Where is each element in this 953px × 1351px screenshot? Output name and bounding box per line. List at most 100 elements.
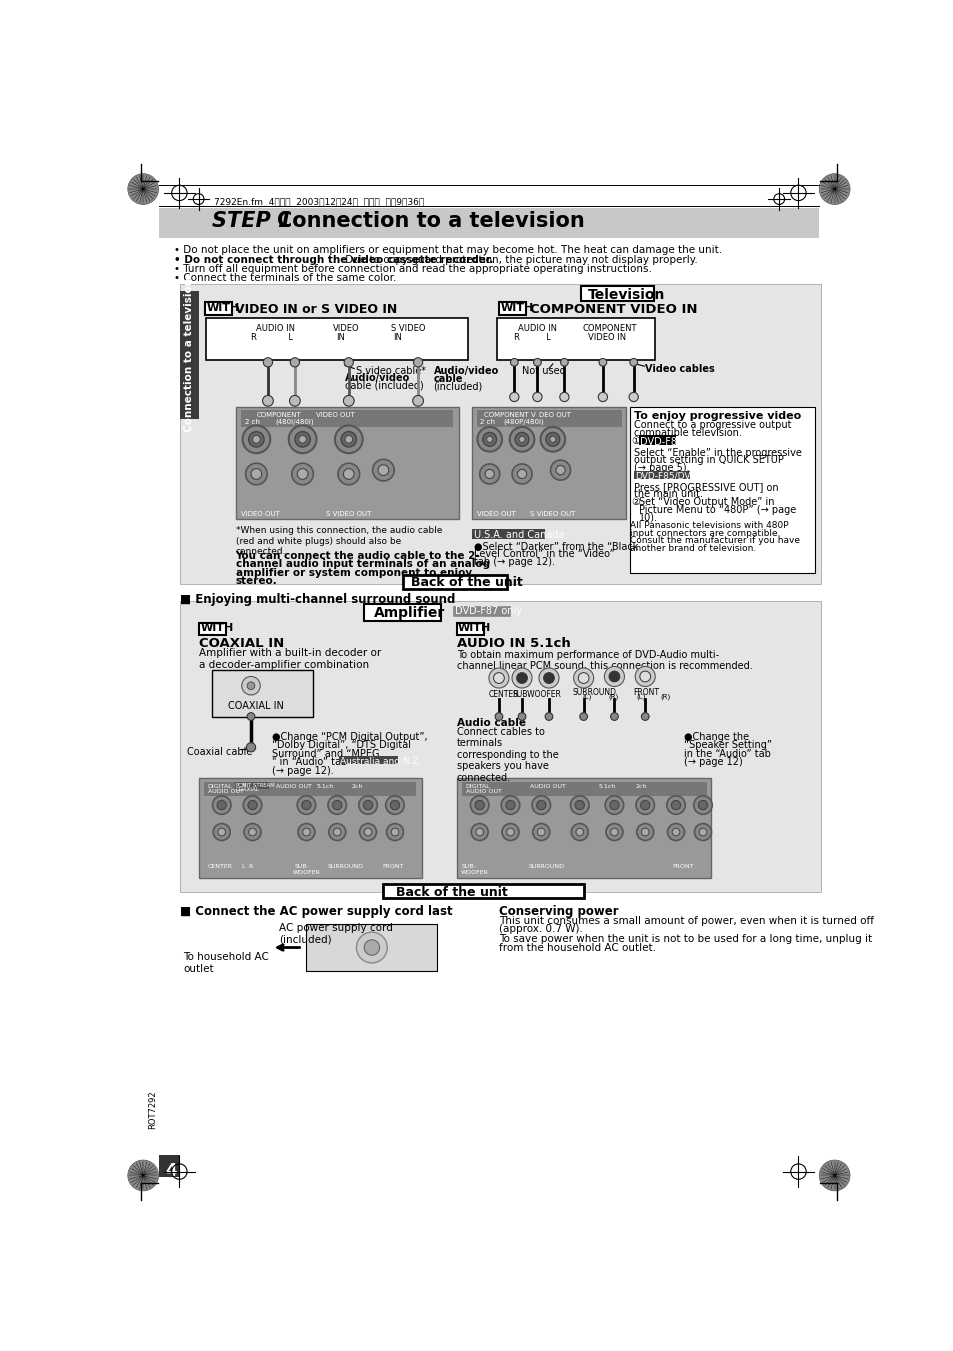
Circle shape (610, 713, 618, 720)
Circle shape (608, 671, 619, 682)
Text: COMPONENT: COMPONENT (256, 412, 301, 419)
Text: Audio/video: Audio/video (345, 373, 410, 384)
Text: COMPONENT VIDEO IN: COMPONENT VIDEO IN (529, 303, 697, 316)
Circle shape (493, 673, 504, 684)
Circle shape (241, 677, 260, 694)
Text: • Turn off all equipment before connection and read the appropriate operating in: • Turn off all equipment before connecti… (173, 263, 651, 274)
Circle shape (289, 426, 316, 453)
Text: Television: Television (588, 288, 665, 301)
Circle shape (247, 713, 254, 720)
Text: DIGITAL: DIGITAL (208, 784, 233, 789)
Text: ②: ② (631, 497, 639, 507)
Circle shape (573, 667, 593, 688)
Bar (472, 407, 625, 519)
Text: COAXIAL IN: COAXIAL IN (198, 638, 284, 650)
Circle shape (217, 828, 225, 836)
Circle shape (598, 358, 606, 366)
Text: VIDEO OUT: VIDEO OUT (476, 511, 516, 517)
Bar (306, 924, 436, 970)
Text: SURROUND: SURROUND (328, 865, 364, 869)
Text: VIDEO OUT: VIDEO OUT (241, 511, 279, 517)
Text: in the “Audio” tab: in the “Audio” tab (683, 748, 770, 759)
Bar (497, 317, 655, 359)
Text: L: L (241, 865, 244, 869)
Text: FRONT: FRONT (672, 865, 693, 869)
Text: 4: 4 (166, 1162, 177, 1179)
Text: Coaxial cable: Coaxial cable (187, 747, 253, 758)
Circle shape (537, 800, 545, 809)
Text: 2ch: 2ch (351, 784, 362, 789)
Text: STEP 1: STEP 1 (213, 211, 293, 231)
Circle shape (289, 396, 300, 407)
Text: “Speaker Setting”: “Speaker Setting” (683, 740, 771, 750)
Circle shape (505, 800, 515, 809)
Text: Press [PROGRESSIVE OUT] on: Press [PROGRESSIVE OUT] on (634, 482, 779, 492)
Text: channel audio input terminals of an analog: channel audio input terminals of an anal… (235, 559, 489, 569)
Text: WOOFER: WOOFER (293, 870, 320, 874)
Text: Surround” and “MPEG: Surround” and “MPEG (272, 748, 379, 759)
Text: VIDEO IN or S VIDEO IN: VIDEO IN or S VIDEO IN (234, 303, 396, 316)
Circle shape (640, 800, 649, 809)
Text: (→ page 5).: (→ page 5). (634, 463, 689, 473)
Circle shape (358, 796, 376, 815)
Text: compatible television.: compatible television. (634, 428, 741, 438)
Circle shape (636, 824, 653, 840)
Text: • Do not place the unit on amplifiers or equipment that may become hot. The heat: • Do not place the unit on amplifiers or… (173, 246, 721, 255)
Text: U.S.A. and Canada: U.S.A. and Canada (474, 530, 564, 540)
Text: VIDEO IN: VIDEO IN (588, 334, 626, 342)
Text: Select “Enable” in the progressive: Select “Enable” in the progressive (634, 447, 801, 458)
Circle shape (640, 828, 648, 836)
Text: AUDIO IN 5.1ch: AUDIO IN 5.1ch (456, 638, 570, 650)
Text: COAXIAL: COAXIAL (235, 788, 259, 792)
Text: Australia and N.Z.: Australia and N.Z. (339, 757, 420, 766)
Text: (480i/480I): (480i/480I) (275, 419, 314, 426)
Text: (included): (included) (433, 381, 482, 392)
Circle shape (532, 796, 550, 815)
Text: 5.1ch: 5.1ch (598, 784, 616, 789)
Circle shape (471, 824, 488, 840)
Circle shape (518, 436, 524, 442)
Circle shape (253, 435, 260, 443)
Circle shape (598, 392, 607, 401)
Text: Audio/video: Audio/video (433, 366, 498, 376)
Circle shape (509, 427, 534, 451)
Circle shape (533, 824, 549, 840)
Circle shape (246, 743, 255, 753)
Text: R            L: R L (251, 334, 293, 342)
Text: To obtain maximum performance of DVD-Audio multi-
channel linear PCM sound, this: To obtain maximum performance of DVD-Aud… (456, 650, 752, 671)
Text: VIDEO: VIDEO (333, 324, 359, 332)
Text: (L): (L) (581, 693, 591, 700)
Text: Back of the unit: Back of the unit (395, 886, 507, 898)
Text: ●Change the: ●Change the (683, 732, 748, 742)
Circle shape (333, 828, 341, 836)
Circle shape (263, 358, 273, 367)
Bar (180, 284, 820, 584)
Circle shape (506, 828, 514, 836)
Circle shape (297, 796, 315, 815)
Text: AUDIO OUT: AUDIO OUT (465, 789, 501, 794)
Bar (634, 471, 689, 480)
Text: SUB-: SUB- (294, 865, 310, 869)
Circle shape (243, 796, 261, 815)
Text: You can connect the audio cable to the 2-: You can connect the audio cable to the 2… (235, 551, 479, 561)
Text: (L): (L) (636, 693, 644, 700)
Circle shape (390, 800, 399, 809)
Text: cable: cable (433, 374, 462, 384)
Bar (456, 623, 483, 635)
Text: COAXIAL IN: COAXIAL IN (228, 701, 283, 711)
Text: This unit consumes a small amount of power, even when it is turned off: This unit consumes a small amount of pow… (498, 916, 873, 925)
Circle shape (495, 713, 502, 720)
Text: ■ Connect the AC power supply cord last: ■ Connect the AC power supply cord last (180, 905, 453, 919)
Circle shape (363, 800, 373, 809)
Circle shape (698, 800, 707, 809)
Circle shape (479, 463, 499, 484)
Text: WITH: WITH (206, 303, 239, 313)
Bar (498, 303, 525, 315)
Circle shape (629, 358, 637, 366)
Text: another brand of television.: another brand of television. (629, 544, 756, 553)
Circle shape (512, 463, 532, 484)
Text: SUB-: SUB- (461, 865, 476, 869)
Circle shape (671, 800, 679, 809)
Circle shape (604, 796, 623, 815)
Bar (198, 778, 421, 878)
